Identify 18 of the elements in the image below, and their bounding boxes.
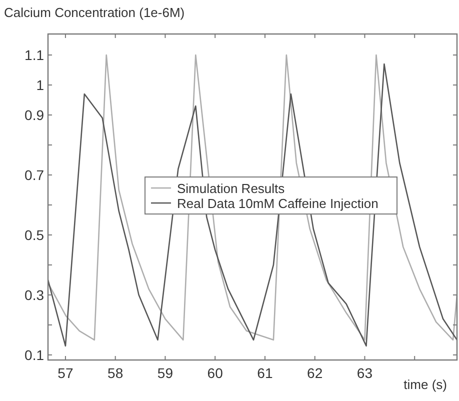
x-tick-label: 58 — [108, 365, 124, 381]
y-tick-label: 1 — [36, 76, 44, 93]
y-axis-title: Calcium Concentration (1e-6M) — [4, 5, 185, 20]
x-tick-label: 62 — [307, 365, 323, 381]
y-tick-label: 0.5 — [24, 226, 44, 243]
x-tick-label: 61 — [257, 365, 273, 381]
x-axis-title: time (s) — [404, 377, 447, 392]
y-tick-label: 0.1 — [24, 346, 44, 363]
x-tick-label: 59 — [157, 365, 174, 381]
legend-label: Simulation Results — [177, 181, 286, 196]
y-tick-label: 0.9 — [24, 106, 44, 123]
x-tick-label: 63 — [356, 365, 373, 381]
legend-label: Real Data 10mM Caffeine Injection — [177, 196, 378, 211]
y-tick-label: 0.3 — [24, 286, 44, 303]
x-tick-label: 60 — [207, 365, 224, 381]
y-tick-label: 1.1 — [24, 46, 44, 63]
x-tick-label: 57 — [58, 365, 74, 381]
y-tick-label: 0.7 — [24, 166, 44, 183]
